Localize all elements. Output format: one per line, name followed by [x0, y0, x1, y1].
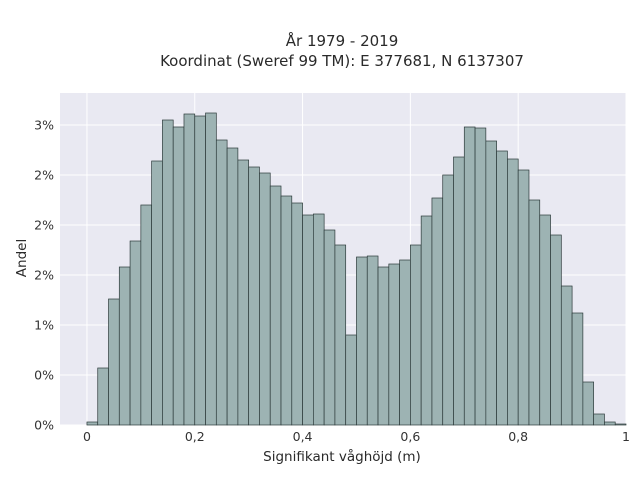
chart-title-line-2: Koordinat (Sweref 99 TM): E 377681, N 61…	[160, 52, 524, 70]
histogram-bar	[151, 160, 163, 426]
histogram-bar	[140, 204, 152, 426]
histogram-bar	[474, 127, 487, 426]
histogram-bar	[485, 140, 497, 426]
histogram-bar	[463, 126, 476, 426]
histogram-bar	[269, 185, 282, 426]
chart-title-line-1: År 1979 - 2019	[286, 31, 399, 50]
histogram-bar	[108, 298, 120, 426]
histogram-bar	[388, 263, 400, 426]
histogram-bar	[291, 202, 303, 426]
histogram-bar	[237, 159, 250, 426]
histogram-bar	[604, 421, 616, 426]
x-tick-label: 0,4	[293, 429, 313, 444]
histogram-bar	[345, 334, 357, 426]
histogram-bars	[86, 112, 627, 426]
histogram-bar	[442, 174, 454, 426]
histogram-bar	[560, 285, 573, 426]
y-tick-label: 2%	[34, 218, 54, 233]
histogram-bar	[129, 240, 142, 426]
histogram-bar	[194, 115, 206, 426]
y-tick-label: 2%	[34, 268, 54, 283]
histogram-bar	[496, 150, 508, 426]
histogram-bar	[248, 166, 260, 426]
histogram-bar	[226, 147, 239, 426]
histogram-bar	[162, 119, 174, 426]
histogram-bar	[528, 199, 541, 426]
histogram-bar	[550, 234, 562, 426]
histogram-bar	[97, 367, 109, 426]
histogram-bar	[259, 172, 271, 426]
y-tick-label: 2%	[34, 168, 54, 183]
histogram-bar	[507, 158, 519, 426]
histogram-bar	[280, 195, 293, 426]
y-tick-label: 3%	[34, 118, 54, 133]
histogram-bar	[614, 423, 627, 426]
histogram-bar	[334, 244, 347, 426]
histogram-bar	[582, 381, 595, 426]
x-tick-label: 1	[622, 429, 630, 444]
histogram-bar	[302, 214, 314, 426]
histogram-bar	[86, 421, 99, 426]
histogram-bar	[323, 229, 336, 426]
x-tick-label: 0	[83, 429, 91, 444]
histogram-bar	[593, 413, 605, 426]
histogram-bar	[431, 197, 444, 426]
histogram-bar	[420, 215, 433, 426]
histogram-bar	[205, 112, 217, 426]
histogram-bar	[183, 113, 196, 426]
histogram-bar	[571, 312, 584, 426]
histogram-bar	[410, 244, 422, 426]
x-tick-label: 0,8	[508, 429, 528, 444]
y-tick-label: 1%	[34, 318, 54, 333]
x-tick-label: 0,2	[185, 429, 205, 444]
y-axis-title: Andel	[14, 239, 30, 277]
histogram-bar	[539, 214, 551, 426]
x-axis-ticks: 0 0,2 0,4 0,6 0,8 1	[83, 429, 630, 444]
histogram-bar	[377, 266, 390, 426]
histogram-bar	[366, 255, 379, 426]
y-axis-ticks: 0% 0% 1% 2% 2% 2% 3%	[34, 118, 54, 433]
x-tick-label: 0,6	[400, 429, 420, 444]
histogram-bar	[172, 126, 185, 426]
histogram-bar	[517, 169, 530, 426]
histogram-bar	[453, 156, 465, 426]
histogram-bar	[215, 139, 228, 426]
y-tick-label: 0%	[34, 418, 54, 433]
histogram-bar	[118, 266, 131, 426]
y-tick-label: 0%	[34, 368, 54, 383]
x-axis-title: Signifikant våghöjd (m)	[263, 448, 421, 465]
histogram-bar	[313, 213, 325, 426]
histogram-bar	[356, 256, 368, 426]
histogram-bar	[399, 259, 411, 426]
